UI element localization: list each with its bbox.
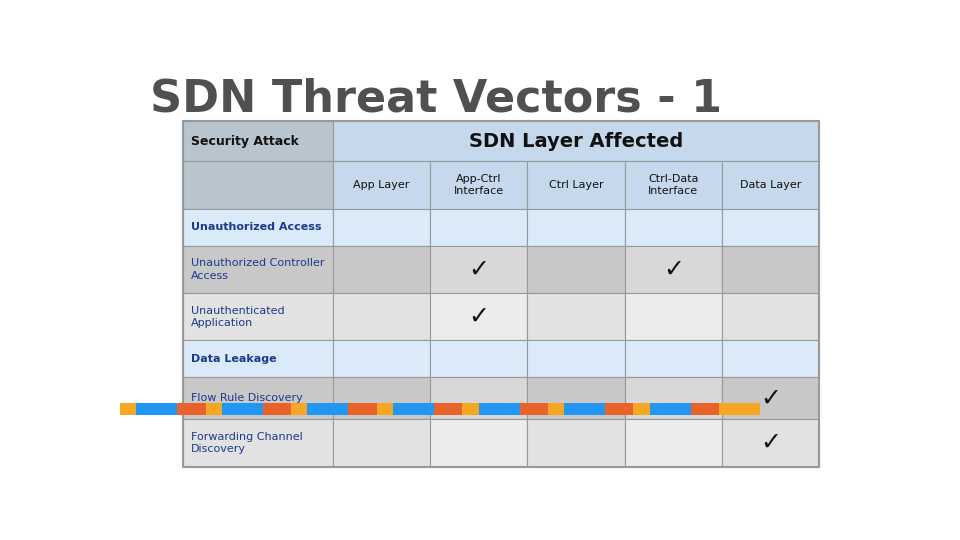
- Bar: [625, 209, 722, 246]
- Bar: [307, 403, 348, 415]
- Bar: [183, 246, 333, 293]
- Bar: [393, 403, 434, 415]
- Bar: [120, 403, 136, 415]
- Bar: [722, 341, 820, 377]
- Text: Ctrl-Data
Interface: Ctrl-Data Interface: [648, 174, 699, 197]
- Text: ✓: ✓: [662, 258, 684, 281]
- Bar: [722, 246, 820, 293]
- Text: ✓: ✓: [468, 258, 490, 281]
- Bar: [183, 121, 820, 467]
- Bar: [719, 403, 760, 415]
- Text: Unauthorized Controller
Access: Unauthorized Controller Access: [191, 258, 324, 281]
- Bar: [605, 403, 634, 415]
- Text: Flow Rule Discovery: Flow Rule Discovery: [191, 393, 302, 403]
- Bar: [548, 403, 564, 415]
- Bar: [183, 293, 333, 341]
- Bar: [479, 403, 519, 415]
- Bar: [650, 403, 690, 415]
- Text: Unauthenticated
Application: Unauthenticated Application: [191, 306, 284, 328]
- Bar: [690, 403, 719, 415]
- Bar: [333, 161, 430, 209]
- Bar: [527, 209, 625, 246]
- Bar: [625, 377, 722, 420]
- Bar: [291, 403, 307, 415]
- Bar: [527, 161, 625, 209]
- Bar: [333, 420, 430, 467]
- Bar: [722, 420, 820, 467]
- Bar: [462, 403, 479, 415]
- Bar: [348, 403, 376, 415]
- Text: SDN Layer Affected: SDN Layer Affected: [468, 132, 684, 151]
- Bar: [183, 341, 333, 377]
- Bar: [183, 377, 333, 420]
- Bar: [183, 161, 333, 209]
- Bar: [527, 293, 625, 341]
- Text: Security Attack: Security Attack: [191, 134, 299, 147]
- Bar: [430, 246, 527, 293]
- Bar: [333, 246, 430, 293]
- Text: ✓: ✓: [760, 431, 781, 455]
- Bar: [434, 403, 463, 415]
- Bar: [333, 209, 430, 246]
- Bar: [333, 121, 820, 161]
- Bar: [625, 420, 722, 467]
- Bar: [222, 403, 263, 415]
- Text: ✓: ✓: [468, 305, 490, 329]
- Text: ✓: ✓: [760, 386, 781, 410]
- Bar: [430, 161, 527, 209]
- Text: Unauthorized Access: Unauthorized Access: [191, 222, 322, 232]
- Bar: [722, 209, 820, 246]
- Bar: [263, 403, 291, 415]
- Bar: [333, 293, 430, 341]
- Bar: [430, 341, 527, 377]
- Bar: [183, 209, 333, 246]
- Bar: [625, 161, 722, 209]
- Bar: [564, 403, 605, 415]
- Bar: [205, 403, 222, 415]
- Text: Data Leakage: Data Leakage: [191, 354, 276, 364]
- Bar: [527, 420, 625, 467]
- Text: App-Ctrl
Interface: App-Ctrl Interface: [454, 174, 504, 197]
- Text: Ctrl Layer: Ctrl Layer: [549, 180, 603, 190]
- Bar: [430, 209, 527, 246]
- Bar: [519, 403, 548, 415]
- Text: Data Layer: Data Layer: [740, 180, 802, 190]
- Bar: [136, 403, 178, 415]
- Bar: [722, 161, 820, 209]
- Bar: [333, 377, 430, 420]
- Bar: [333, 341, 430, 377]
- Text: Forwarding Channel
Discovery: Forwarding Channel Discovery: [191, 432, 302, 454]
- Bar: [527, 246, 625, 293]
- Bar: [634, 403, 650, 415]
- Bar: [430, 377, 527, 420]
- Bar: [722, 293, 820, 341]
- Bar: [625, 293, 722, 341]
- Bar: [430, 293, 527, 341]
- Bar: [183, 420, 333, 467]
- Bar: [625, 341, 722, 377]
- Bar: [183, 121, 333, 161]
- Text: App Layer: App Layer: [353, 180, 410, 190]
- Bar: [178, 403, 205, 415]
- Text: SDN Threat Vectors - 1: SDN Threat Vectors - 1: [150, 77, 722, 120]
- Bar: [625, 246, 722, 293]
- Bar: [527, 377, 625, 420]
- Bar: [527, 341, 625, 377]
- Bar: [430, 420, 527, 467]
- Bar: [376, 403, 393, 415]
- Bar: [722, 377, 820, 420]
